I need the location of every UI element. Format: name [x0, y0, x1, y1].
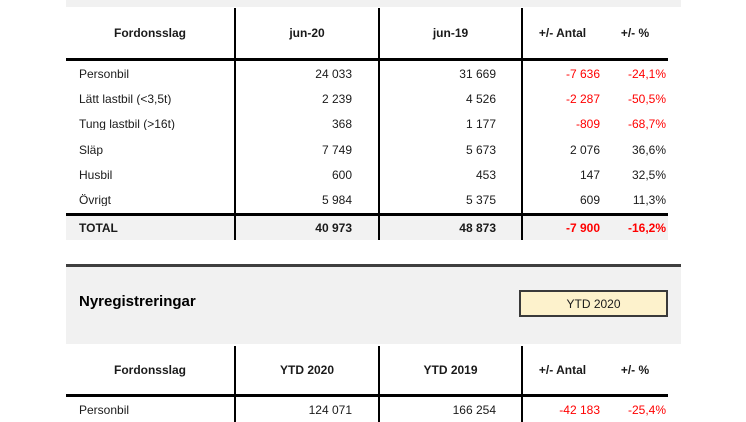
column-header-fordonsslag: Fordonsslag: [113, 26, 186, 40]
value-antal-delta: -2 287: [521, 86, 602, 112]
column-header-ytd-2019: YTD 2019: [378, 346, 521, 394]
value-jun-19: 4 526: [378, 86, 521, 112]
column-header-pct-delta: +/- %: [620, 363, 650, 377]
total-jun-20: 40 973: [234, 215, 378, 240]
table-row: Personbil 24 033 31 669 -7 636 -24,1%: [66, 61, 668, 87]
value-jun-20: 368: [234, 111, 378, 137]
value-jun-19: 5 673: [378, 136, 521, 163]
column-header-ytd-2020: YTD 2020: [234, 346, 378, 394]
value-jun-20: 600: [234, 162, 378, 188]
value-jun-20: 5 984: [234, 187, 378, 213]
value-antal-delta: 2 076: [521, 136, 602, 163]
value-pct-delta: 11,3%: [632, 193, 666, 208]
table-row: Tung lastbil (>16t) 368 1 177 -809 -68,7…: [66, 111, 668, 137]
row-label: Lätt lastbil (<3,5t): [79, 92, 172, 105]
ytd-table-header-row: Fordonsslag YTD 2020 YTD 2019 +/- Antal …: [66, 346, 668, 397]
table-row: Lätt lastbil (<3,5t) 2 239 4 526 -2 287 …: [66, 86, 668, 112]
table-row: Husbil 600 453 147 32,5%: [66, 162, 668, 188]
row-label: Personbil: [79, 403, 130, 416]
value-antal-delta: 609: [521, 187, 602, 213]
ytd-registrations-table: Fordonsslag YTD 2020 YTD 2019 +/- Antal …: [66, 346, 668, 422]
total-label: TOTAL: [79, 221, 118, 234]
value-jun-20: 7 749: [234, 136, 378, 163]
value-pct-delta: 32,5%: [631, 167, 666, 182]
value-jun-19: 5 375: [378, 187, 521, 213]
table-row: Släp 7 749 5 673 2 076 36,6%: [66, 136, 668, 163]
value-pct-delta: 36,6%: [631, 142, 666, 157]
total-jun-19: 48 873: [378, 215, 521, 240]
value-antal-delta: -42 183: [521, 397, 602, 422]
column-header-pct-delta: +/- %: [620, 26, 650, 40]
period-badge[interactable]: YTD 2020: [519, 290, 668, 317]
value-jun-20: 24 033: [234, 61, 378, 87]
value-jun-19: 1 177: [378, 111, 521, 137]
table-row: Personbil 124 071 166 254 -42 183 -25,4%: [66, 397, 668, 422]
column-header-jun-19: jun-19: [378, 8, 521, 58]
column-header-antal-delta: +/- Antal: [521, 8, 602, 58]
column-header-antal-delta: +/- Antal: [521, 346, 602, 394]
value-pct-delta: -50,5%: [627, 91, 666, 106]
row-label: Släp: [79, 143, 104, 156]
value-pct-delta: -68,7%: [627, 117, 666, 132]
value-jun-20: 2 239: [234, 86, 378, 112]
row-label: Tung lastbil (>16t): [79, 118, 175, 131]
ytd-section-header-band: Nyregistreringar YTD 2020: [66, 264, 681, 344]
value-jun-19: 31 669: [378, 61, 521, 87]
section-title: Nyregistreringar: [79, 293, 196, 310]
value-antal-delta: -809: [521, 111, 602, 137]
value-ytd-2019: 166 254: [378, 397, 521, 422]
table-row: Övrigt 5 984 5 375 609 11,3%: [66, 187, 668, 213]
monthly-registrations-table: Fordonsslag jun-20 jun-19 +/- Antal +/- …: [66, 8, 668, 240]
column-header-jun-20: jun-20: [234, 8, 378, 58]
total-antal-delta: -7 900: [521, 215, 602, 240]
value-antal-delta: 147: [521, 162, 602, 188]
total-row: TOTAL 40 973 48 873 -7 900 -16,2%: [66, 212, 668, 240]
value-antal-delta: -7 636: [521, 61, 602, 87]
row-label: Husbil: [79, 168, 113, 181]
value-pct-delta: -24,1%: [627, 66, 666, 81]
value-jun-19: 453: [378, 162, 521, 188]
row-label: Övrigt: [79, 194, 112, 207]
monthly-table-header-row: Fordonsslag jun-20 jun-19 +/- Antal +/- …: [66, 8, 668, 61]
column-header-fordonsslag: Fordonsslag: [113, 363, 186, 377]
value-ytd-2020: 124 071: [234, 397, 378, 422]
total-pct-delta: -16,2%: [627, 220, 666, 235]
value-pct-delta: -25,4%: [627, 402, 666, 417]
clipped-section-band: [66, 0, 681, 7]
row-label: Personbil: [79, 67, 130, 80]
